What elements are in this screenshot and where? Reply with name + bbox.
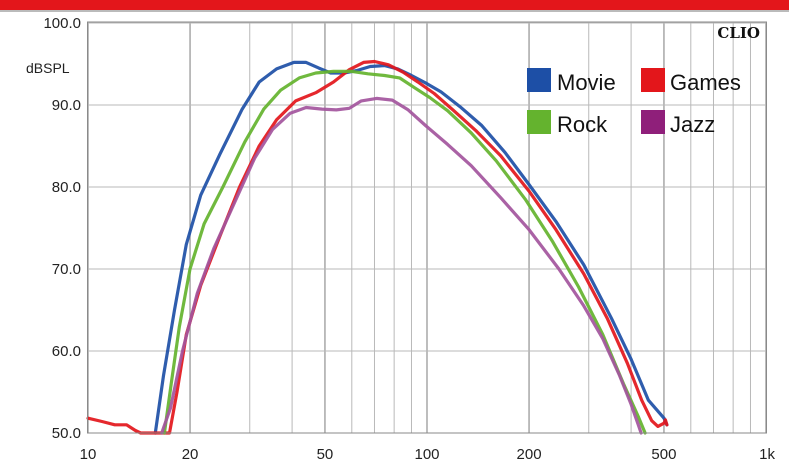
legend-swatch-games	[641, 68, 665, 92]
legend-label-rock: Rock	[557, 112, 608, 137]
x-tick-label: 20	[182, 446, 199, 463]
series-line-games	[86, 59, 669, 435]
y-tick-label: 70.0	[52, 261, 81, 278]
legend-label-jazz: Jazz	[670, 112, 715, 137]
y-tick-label: 80.0	[52, 179, 81, 196]
x-tick-label: 50	[317, 446, 334, 463]
brand-label: CLIO	[717, 24, 760, 42]
y-tick-label: 90.0	[52, 97, 81, 114]
series-line-jazz	[160, 96, 643, 435]
y-tick-label: 50.0	[52, 425, 81, 442]
x-axis-ticks: 10 20 50 100 200 500 1k	[80, 446, 776, 463]
x-tick-label: 500	[651, 446, 676, 463]
legend-label-games: Games	[670, 70, 741, 95]
series-lines	[86, 59, 669, 435]
y-axis-unit-label: dBSPL	[26, 60, 70, 76]
legend-swatch-movie	[527, 68, 551, 92]
series-line-rock	[162, 69, 647, 435]
legend-swatch-rock	[527, 110, 551, 134]
x-tick-label: 1k	[759, 446, 775, 463]
legend-swatch-jazz	[641, 110, 665, 134]
x-tick-label: 10	[80, 446, 97, 463]
x-tick-label: 200	[517, 446, 542, 463]
series-line-movie	[153, 60, 669, 435]
legend-label-movie: Movie	[557, 70, 616, 95]
top-red-bar	[0, 0, 789, 10]
legend: Movie Games Rock Jazz	[527, 68, 741, 137]
y-axis-ticks: 50.0 60.0 70.0 80.0 90.0 100.0	[43, 15, 81, 442]
x-tick-label: 100	[414, 446, 439, 463]
plot-frame	[87, 21, 767, 434]
y-tick-label: 100.0	[43, 15, 81, 32]
y-tick-label: 60.0	[52, 343, 81, 360]
